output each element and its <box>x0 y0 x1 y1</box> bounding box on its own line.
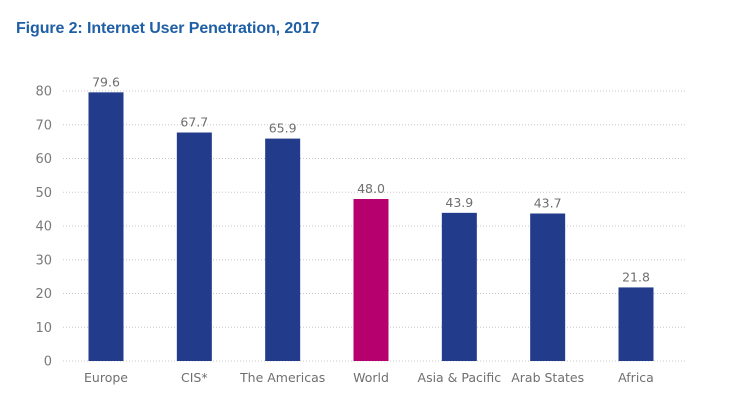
bar-arab-states <box>530 213 566 361</box>
chart-title: Figure 2: Internet User Penetration, 201… <box>16 20 320 37</box>
data-label: 43.9 <box>445 195 473 210</box>
y-tick-label: 20 <box>35 287 52 302</box>
bars <box>88 92 654 361</box>
x-tick-label: World <box>353 370 389 385</box>
y-tick-label: 40 <box>35 220 52 235</box>
y-axis-ticks: 0 10 20 30 40 50 60 70 80 <box>35 85 52 370</box>
x-tick-label: The Americas <box>239 370 325 385</box>
bar-the-americas <box>265 138 301 361</box>
y-tick-label: 0 <box>44 355 52 370</box>
x-tick-label: Africa <box>618 370 654 385</box>
bar-asia-pacific <box>441 212 477 361</box>
y-tick-label: 30 <box>35 253 52 268</box>
bar-europe <box>88 92 124 361</box>
data-label: 67.7 <box>180 115 208 130</box>
bar-world <box>353 199 389 361</box>
bar-africa <box>618 287 654 361</box>
data-label: 65.9 <box>269 121 297 136</box>
data-label: 48.0 <box>357 181 385 196</box>
data-labels: 79.6 67.7 65.9 48.0 43.9 43.7 21.8 <box>92 74 650 284</box>
y-tick-label: 60 <box>35 152 52 167</box>
x-tick-label: CIS* <box>181 370 208 385</box>
x-tick-label: Asia & Pacific <box>418 370 502 385</box>
gridlines <box>63 90 686 362</box>
data-label: 21.8 <box>622 269 650 284</box>
y-tick-label: 80 <box>35 85 52 100</box>
y-tick-label: 70 <box>35 118 52 133</box>
y-tick-label: 50 <box>35 186 52 201</box>
data-label: 79.6 <box>92 74 120 89</box>
x-tick-label: Europe <box>84 370 128 385</box>
y-tick-label: 10 <box>35 321 52 336</box>
data-label: 43.7 <box>534 196 562 211</box>
x-axis-labels: Europe CIS* The Americas World Asia & Pacifi… <box>84 370 654 385</box>
x-tick-label: Arab States <box>511 370 584 385</box>
bar-cis <box>176 132 212 361</box>
